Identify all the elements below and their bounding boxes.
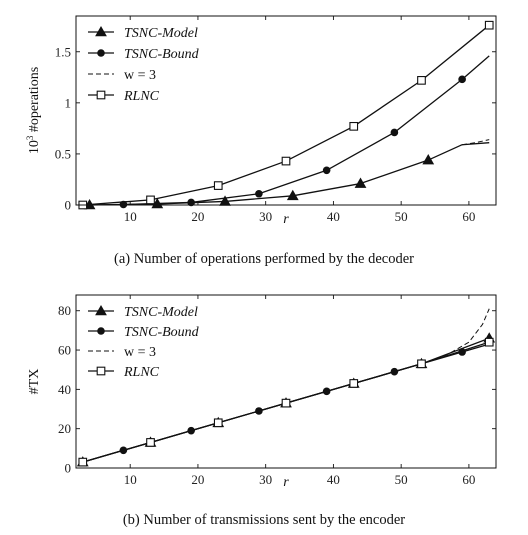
x-tick-label: 20 [191, 472, 204, 487]
y-tick-label: 80 [58, 303, 71, 318]
data-point-rlnc [78, 457, 88, 467]
data-point-rlnc [281, 398, 291, 408]
x-tick-label: 10 [124, 209, 137, 224]
data-point-tsnc-bound [322, 166, 331, 175]
y-tick-label: 0 [65, 461, 72, 476]
y-tick-label: 40 [58, 382, 71, 397]
x-tick-label: 40 [327, 472, 340, 487]
data-point-rlnc [349, 379, 359, 388]
plot-frame [75, 294, 497, 469]
legend-marker-tsnc-bound [97, 327, 105, 335]
legend-label-rlnc: RLNC [123, 365, 160, 380]
data-point-tsnc-bound [390, 367, 399, 376]
legend-label-w-3: w = 3 [124, 345, 156, 360]
y-tick-label: 0.5 [55, 146, 71, 161]
y-axis-label: #TX [27, 369, 42, 395]
legend-marker-tsnc-model [95, 304, 107, 316]
data-point-tsnc-bound [255, 189, 263, 198]
legend-marker-rlnc [96, 366, 106, 376]
y-axis-label: 103 #operations [25, 67, 42, 154]
data-point-tsnc-bound [390, 128, 399, 137]
data-point-tsnc-bound [458, 75, 466, 84]
data-point-tsnc-bound [255, 407, 263, 415]
x-tick-label: 60 [462, 472, 475, 487]
y-tick-label: 20 [58, 421, 71, 436]
figure-caption: (a) Number of operations performed by th… [114, 251, 414, 267]
legend-marker-tsnc-model [95, 25, 107, 37]
legend-marker-rlnc [96, 90, 106, 100]
legend-label-rlnc: RLNC [123, 89, 160, 104]
series-line-tsnc-bound [82, 55, 490, 206]
legend-marker-tsnc-bound [97, 49, 105, 57]
data-point-tsnc-model [422, 154, 435, 165]
y-tick-label: 1 [65, 95, 72, 110]
x-tick-label: 50 [395, 209, 408, 224]
data-point-rlnc [417, 76, 426, 85]
panel-b-transmissions-chart: 10 20 30 40 50 60020406080r#TXTSNC-ModelTSNC-… [27, 294, 497, 528]
data-point-tsnc-bound [187, 426, 195, 435]
data-point-tsnc-model [286, 189, 299, 201]
data-point-tsnc-bound [119, 446, 128, 455]
data-point-tsnc-bound [458, 348, 466, 356]
legend-label-w-3: w = 3 [124, 68, 156, 83]
plot-frame [75, 15, 497, 206]
x-axis-label: r [283, 475, 289, 490]
y-tick-label: 0 [65, 198, 72, 213]
figure-caption: (b) Number of transmissions sent by the … [123, 512, 405, 528]
data-point-tsnc-bound [187, 198, 195, 207]
series-line-w-3 [462, 139, 490, 146]
legend-label-tsnc-model: TSNC-Model [124, 305, 198, 320]
data-point-rlnc [146, 438, 155, 447]
data-point-tsnc-bound [119, 200, 128, 209]
legend: TSNC-Model TSNC-Bound w = 3 RLNC [88, 25, 200, 104]
x-tick-label: 30 [259, 472, 272, 487]
x-tick-label: 40 [327, 209, 340, 224]
y-tick-label: 1.5 [55, 44, 71, 59]
data-point-rlnc [484, 337, 494, 347]
x-tick-label: 50 [395, 472, 408, 487]
x-tick-label: 60 [462, 209, 475, 224]
x-tick-label: 10 [124, 472, 137, 487]
data-point-rlnc [417, 359, 426, 369]
data-point-rlnc [213, 181, 223, 190]
legend-label-tsnc-model: TSNC-Model [124, 26, 198, 41]
y-tick-label: 60 [58, 343, 71, 358]
data-point-rlnc [484, 20, 494, 30]
data-point-rlnc [281, 156, 291, 166]
panel-a-operations-chart: 10 20 30 40 50 60 0 0.5 1 1.5 r 103 #operations TSNC… [25, 15, 497, 267]
x-tick-label: 30 [259, 209, 272, 224]
legend-label-tsnc-bound: TSNC-Bound [124, 47, 200, 62]
data-point-tsnc-bound [322, 387, 331, 396]
legend: TSNC-Model TSNC-Bound w = 3 RLNC [88, 304, 200, 380]
data-point-rlnc [146, 195, 155, 205]
x-axis-label: r [283, 212, 289, 227]
data-point-rlnc [213, 418, 223, 428]
data-point-rlnc [349, 121, 359, 131]
legend-label-tsnc-bound: TSNC-Bound [124, 325, 200, 340]
data-point-tsnc-model [354, 177, 367, 188]
x-tick-label: 20 [191, 209, 204, 224]
